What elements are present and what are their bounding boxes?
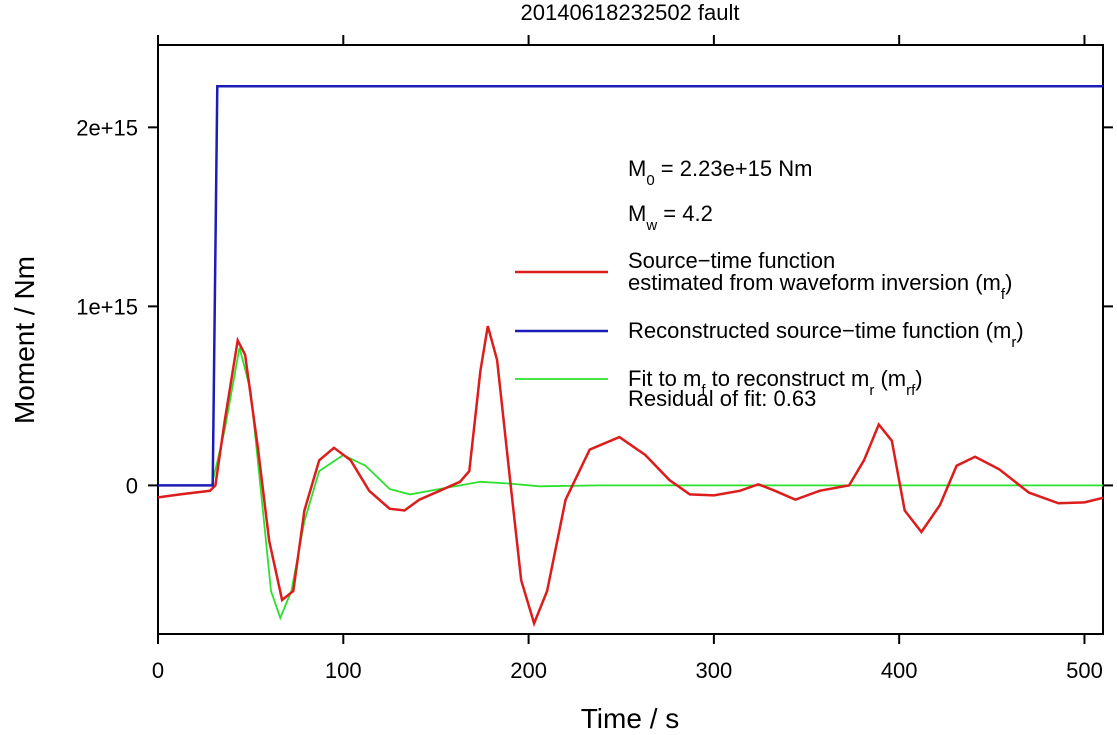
legend-label: Reconstructed source−time function (mr) [628,318,1024,351]
text-part: to reconstruct m [706,366,870,391]
text-part: ) [915,366,922,391]
x-tick-label: 500 [1066,658,1103,683]
plot-frame [157,44,1104,635]
text-part: ) [1016,318,1023,343]
x-axis-label: Time / s [581,703,680,734]
x-tick-label: 100 [325,658,362,683]
text-part: (m [874,366,906,391]
legend-label: estimated from waveform inversion (mf) [628,270,1012,303]
text-part: M [628,156,646,181]
subscript: w [645,217,657,234]
series-line [158,347,1103,621]
subscript: 0 [646,172,654,189]
annotation: M0 = 2.23e+15 Nm [628,156,812,189]
annotation: Residual of fit: 0.63 [628,386,816,411]
y-tick-label: 2e+15 [76,115,138,140]
x-tick-label: 0 [152,658,164,683]
subscript: f [1001,286,1006,303]
series-line [158,325,1103,628]
text-part: Residual of fit: 0.63 [628,386,816,411]
text-part: ) [1005,270,1012,295]
subscript: r [1011,334,1016,351]
plot-lines [158,84,1103,628]
y-tick-label: 0 [126,473,138,498]
y-axis-label: Moment / Nm [9,256,40,424]
text-part: estimated from waveform inversion (m [628,270,1001,295]
series-line [158,84,1103,487]
x-tick-label: 300 [696,658,733,683]
x-tick-label: 200 [510,658,547,683]
text-part: = 2.23e+15 Nm [655,156,813,181]
subscript: rf [906,382,916,399]
text-part: Reconstructed source−time function (m [628,318,1011,343]
text-part: Source−time function [628,248,835,273]
text-part: M [628,201,646,226]
text-part: = 4.2 [657,201,713,226]
chart-title: 20140618232502 fault [521,0,740,25]
annotation: Mw = 4.2 [628,201,713,234]
legend-label: Source−time function [628,248,835,273]
text-part: Fit to m [628,366,701,391]
x-tick-label: 400 [881,658,918,683]
subscript: r [869,382,874,399]
y-tick-label: 1e+15 [76,294,138,319]
legend-label: Fit to mf to reconstruct mr (mrf) [628,366,923,399]
subscript: f [701,382,706,399]
